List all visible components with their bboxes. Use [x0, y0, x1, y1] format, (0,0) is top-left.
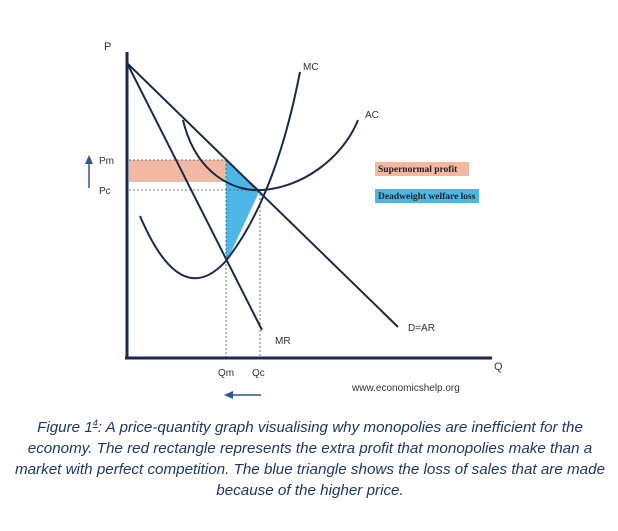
legend-swatch-profit [375, 162, 469, 176]
pc-label: Pc [99, 186, 111, 197]
mc-curve [139, 71, 301, 280]
qc-label: Qc [252, 368, 265, 379]
monopoly-diagram: P Q Pm Pc Qm Qc MC AC D=AR MR Supernorma… [85, 41, 503, 399]
pm-label: Pm [99, 156, 114, 167]
caption-prefix: Figure 1 [37, 419, 93, 437]
ac-label: AC [365, 110, 379, 121]
source-text: www.economicshelp.org [351, 383, 460, 394]
ac-curve [182, 119, 359, 192]
left-arrow-icon [224, 391, 261, 399]
demand-curve [126, 62, 399, 328]
x-axis-label: Q [494, 361, 503, 373]
mr-label: MR [275, 336, 291, 347]
caption-text: : A price-quantity graph visualising why… [14, 419, 606, 500]
figure-caption: Figure 14: A price-quantity graph visual… [14, 413, 606, 501]
legend-swatch-deadweight [375, 189, 479, 203]
up-arrow-icon [85, 155, 93, 188]
demand-label: D=AR [408, 323, 435, 334]
qm-label: Qm [218, 368, 234, 379]
mc-label: MC [303, 62, 319, 73]
supernormal-profit-area [129, 160, 226, 182]
mr-curve [126, 62, 263, 331]
legend: Supernormal profit Deadweight welfare lo… [375, 162, 479, 203]
guide-lines [129, 159, 261, 357]
caption-reference-link[interactable]: 4 [92, 418, 98, 428]
legend-label-profit: Supernormal profit [378, 165, 458, 175]
legend-label-deadweight: Deadweight welfare loss [378, 192, 476, 202]
y-axis-label: P [104, 41, 111, 53]
